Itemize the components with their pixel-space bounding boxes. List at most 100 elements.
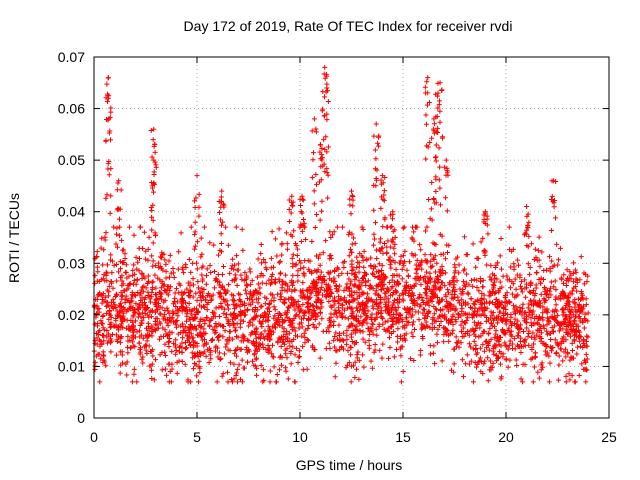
data-point [333, 283, 339, 289]
data-point [177, 323, 183, 329]
data-point [399, 316, 405, 322]
spike-point [380, 196, 386, 202]
data-point [392, 288, 398, 294]
data-point [503, 307, 509, 313]
data-point [128, 299, 134, 305]
data-point [114, 261, 120, 267]
data-point [575, 334, 581, 340]
spike-point [325, 172, 331, 178]
data-point [162, 341, 168, 347]
spike-point [374, 167, 380, 173]
spike-point [314, 212, 320, 218]
spike-point [217, 210, 223, 216]
data-point [434, 340, 440, 346]
data-point [258, 362, 264, 368]
data-point [506, 325, 512, 331]
data-point [120, 260, 126, 266]
data-point [167, 288, 173, 294]
data-point [392, 306, 398, 312]
data-point [99, 300, 105, 306]
spike-point [371, 133, 377, 139]
data-point [401, 332, 407, 338]
data-point [477, 355, 483, 361]
data-point [377, 347, 383, 353]
data-point [241, 277, 247, 283]
data-point [176, 249, 182, 255]
data-point [374, 314, 380, 320]
data-point [118, 308, 124, 314]
data-point [230, 297, 236, 303]
data-point [136, 268, 142, 274]
data-point [173, 347, 179, 353]
data-point [398, 335, 404, 341]
data-point [152, 300, 158, 306]
data-point [278, 362, 284, 368]
data-point [550, 328, 556, 334]
spike-point [314, 182, 320, 188]
spike-point [548, 196, 554, 202]
spike-point [322, 75, 328, 81]
spike-point [324, 88, 330, 94]
data-point [539, 360, 545, 366]
data-point [383, 301, 389, 307]
data-point [490, 284, 496, 290]
data-point [393, 282, 399, 288]
data-point [542, 297, 548, 303]
data-point [558, 275, 564, 281]
data-point [428, 252, 434, 258]
data-point [411, 283, 417, 289]
data-point [221, 351, 227, 357]
data-point [387, 312, 393, 318]
data-point [538, 280, 544, 286]
data-point [511, 261, 517, 267]
data-point [144, 305, 150, 311]
y-tick-label: 0.03 [58, 255, 85, 271]
spike-point [422, 84, 428, 90]
data-point [323, 329, 329, 335]
data-point [213, 305, 219, 311]
data-point [137, 323, 143, 329]
data-point [584, 367, 590, 373]
data-point [389, 330, 395, 336]
data-point [466, 341, 472, 347]
data-point [576, 372, 582, 378]
data-point [238, 338, 244, 344]
peak-point [482, 209, 488, 215]
data-point [583, 366, 589, 372]
data-point [286, 305, 292, 311]
data-point [173, 342, 179, 348]
data-point [133, 254, 139, 260]
data-point [373, 326, 379, 332]
data-point [305, 317, 311, 323]
data-point [431, 257, 437, 263]
data-point [409, 236, 415, 242]
data-point [583, 351, 589, 357]
data-point [161, 282, 167, 288]
data-point [579, 361, 585, 367]
data-point [544, 328, 550, 334]
data-point [163, 353, 169, 359]
data-point [374, 332, 380, 338]
data-point [547, 265, 553, 271]
data-point [528, 356, 534, 362]
data-point [374, 297, 380, 303]
peak-point [194, 173, 200, 179]
data-point [363, 278, 369, 284]
data-point [402, 290, 408, 296]
data-point [372, 291, 378, 297]
data-point [231, 361, 237, 367]
data-point [414, 301, 420, 307]
data-point [497, 316, 503, 322]
data-point [380, 341, 386, 347]
data-point [548, 279, 554, 285]
data-point [546, 353, 552, 359]
data-point [547, 288, 553, 294]
data-point [239, 309, 245, 315]
data-point [445, 287, 451, 293]
data-point [219, 323, 225, 329]
spike-point [425, 90, 431, 96]
data-point [169, 361, 175, 367]
data-point [532, 355, 538, 361]
data-point [369, 270, 375, 276]
data-point [117, 340, 123, 346]
